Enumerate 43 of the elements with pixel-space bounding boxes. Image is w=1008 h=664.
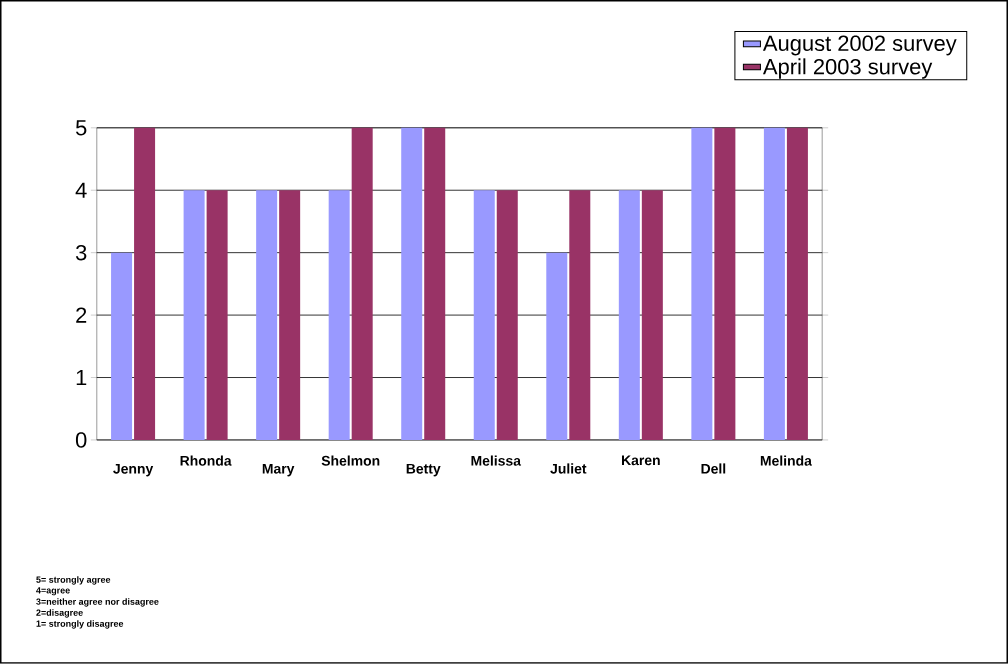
legend-label: April 2003 survey [762,58,933,79]
x-tick-label: Juliet [550,463,587,474]
bar [111,252,133,441]
bar [714,127,736,441]
y-tick-label: 0 [75,432,87,448]
text: 3=neither agree nor disagree [36,598,159,607]
x-tick-label: Karen [621,455,660,466]
bar [691,127,713,441]
bar [786,127,808,441]
bar [496,190,518,441]
bar [401,127,423,441]
x-tick-label: Shelmon [321,455,380,466]
bar [763,127,785,441]
bar [473,190,495,441]
y-tick-label: 1 [76,370,87,386]
text: 5= strongly agree [36,576,111,585]
y-tick-label: 2 [76,307,87,323]
bar [279,190,301,441]
bar [546,252,568,441]
bar [328,190,350,441]
x-tick-label: Dell [701,463,726,474]
bar [206,190,228,441]
bar [641,190,663,441]
text: 2=disagree [36,609,83,618]
x-tick-label: Rhonda [180,455,232,466]
x-tick-label: Betty [406,463,441,477]
bar [134,127,156,441]
bar [183,190,205,441]
y-tick-label: 4 [75,182,87,198]
x-tick-label: Jenny [113,463,154,477]
bar [618,190,640,441]
bar [256,190,278,441]
y-tick-label: 3 [75,244,87,261]
x-tick-label: Melinda [760,455,812,466]
legend-label: August 2002 survey [762,35,957,56]
bar [351,127,373,441]
text: 4=agree [36,587,70,596]
x-tick-label: Melissa [471,455,522,466]
y-tick-label: 5 [75,120,87,136]
bar [569,190,591,441]
x-tick-label: Mary [262,463,295,477]
text: 1= strongly disagree [36,620,124,629]
bar [424,127,446,441]
